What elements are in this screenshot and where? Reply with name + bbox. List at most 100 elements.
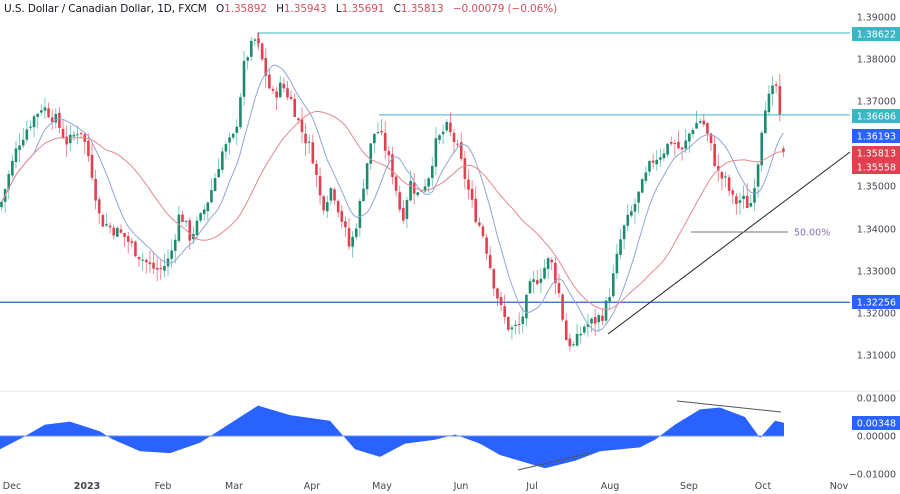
chart-header: U.S. Dollar / Canadian Dollar, 1D, FXCM … [4, 3, 557, 15]
bearish-divergence-line[interactable] [676, 400, 782, 413]
low-value: 1.35691 [341, 3, 385, 15]
price-axis[interactable]: 1.39000 1.38000 1.37000 1.35000 1.34000 1.330… [857, 13, 896, 362]
horizontal-lines[interactable] [0, 32, 850, 303]
candle [264, 48, 268, 88]
candle [738, 192, 742, 215]
candle [210, 178, 213, 204]
candle [492, 267, 496, 296]
time-axis[interactable]: Dec 2023 Feb Mar Apr May Jun Jul Aug Sep Oct Nov [3, 481, 849, 492]
candle [123, 232, 126, 247]
candle [282, 77, 286, 93]
candle [669, 136, 673, 147]
candle [217, 158, 220, 178]
svg-text:1.35813: 1.35813 [857, 149, 896, 160]
candle [713, 135, 716, 168]
bullish-divergence-line[interactable] [517, 452, 591, 471]
candle [32, 114, 36, 137]
candle [412, 173, 416, 205]
candle [116, 225, 119, 237]
time-tick-label: Jun [453, 481, 469, 492]
candle [166, 249, 170, 277]
candle [47, 102, 50, 119]
candle [564, 312, 568, 341]
candle [152, 251, 155, 274]
price-tag: 1.36686 [852, 109, 900, 123]
time-tick-label: Mar [225, 481, 243, 492]
candle [112, 224, 116, 240]
candle [268, 69, 271, 90]
fast-ma-line [1, 64, 784, 332]
price-tick-label: 1.39000 [857, 13, 896, 24]
time-tick-label: Dec [3, 481, 21, 492]
candle [242, 50, 246, 106]
low-label: L [335, 3, 342, 15]
drawings[interactable]: 50.00% [607, 151, 851, 335]
price-tick-label: 1.33000 [857, 267, 896, 278]
oscillator-axis[interactable]: 0.01000 0.00000 −0.01000 [849, 394, 896, 481]
candle [601, 308, 604, 326]
candle [677, 130, 680, 150]
candle [163, 253, 166, 278]
price-tag: 0.00348 [852, 416, 900, 430]
candle [575, 323, 579, 347]
candle [181, 210, 184, 223]
candle [0, 200, 3, 211]
change-value: −0.00079 (−0.06%) [452, 3, 558, 15]
candle [546, 256, 550, 280]
close-label: C [393, 3, 401, 15]
candle [662, 148, 666, 162]
price-tick-label: 1.32000 [857, 309, 896, 320]
candle [257, 31, 260, 50]
candle [416, 192, 420, 198]
candle [29, 120, 32, 131]
candle [691, 127, 695, 139]
candle [666, 143, 669, 158]
candle [235, 119, 239, 146]
candle [539, 268, 543, 293]
candle [648, 159, 651, 176]
candle [597, 312, 601, 332]
candle [25, 120, 29, 144]
price-tag: 1.32256 [852, 295, 900, 309]
trendline[interactable] [607, 151, 851, 335]
candle [716, 153, 720, 182]
candle [354, 223, 358, 240]
svg-text:1.38622: 1.38622 [857, 30, 896, 41]
svg-text:1.32256: 1.32256 [857, 298, 896, 309]
candle [680, 146, 684, 161]
candle [249, 36, 253, 62]
candle [749, 194, 753, 208]
candle [304, 123, 307, 156]
candle [706, 121, 709, 142]
candle [119, 224, 123, 235]
slow-ma-line [1, 110, 784, 310]
candle [778, 74, 782, 122]
fib-50-label: 50.00% [794, 228, 830, 239]
symbol-title: U.S. Dollar / Canadian Dollar, 1D, FXCM [4, 3, 207, 15]
candle [108, 222, 112, 234]
candle [58, 107, 61, 134]
candle [329, 186, 333, 206]
candle [698, 118, 702, 125]
candle [496, 287, 499, 307]
candle [535, 270, 539, 286]
candle [742, 185, 745, 209]
candle [463, 151, 467, 190]
candle [438, 133, 441, 145]
candle [630, 205, 633, 218]
candle [485, 233, 488, 260]
candle [510, 324, 514, 340]
candle [673, 139, 677, 157]
candle [97, 196, 101, 224]
candle [141, 252, 144, 272]
candle [213, 173, 217, 192]
candle [362, 179, 365, 202]
price-tag: 1.38622 [852, 27, 900, 41]
candle [608, 288, 611, 311]
oscillator-tick-label: −0.01000 [849, 470, 896, 481]
candle [644, 166, 648, 185]
candle [101, 213, 105, 227]
candle [532, 270, 535, 294]
candle [21, 127, 25, 149]
